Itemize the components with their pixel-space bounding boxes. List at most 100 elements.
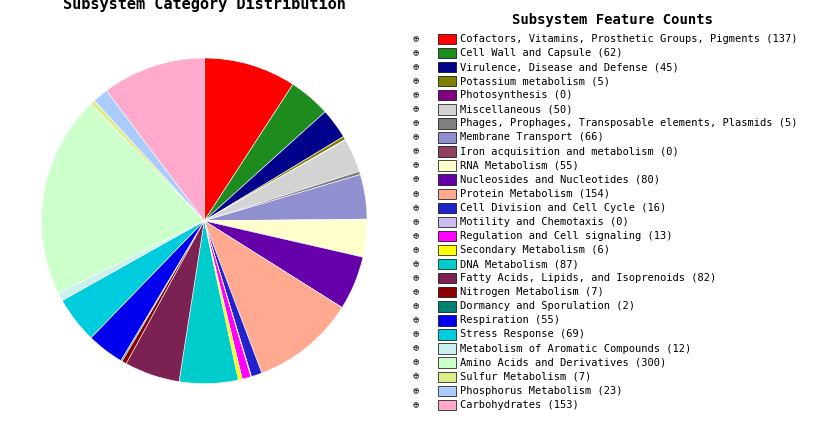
Wedge shape bbox=[204, 139, 346, 221]
FancyBboxPatch shape bbox=[438, 358, 456, 368]
Text: ⊕: ⊕ bbox=[413, 400, 419, 410]
Wedge shape bbox=[204, 84, 325, 221]
Text: ⊕: ⊕ bbox=[413, 146, 419, 157]
Text: Metabolism of Aromatic Compounds (12): Metabolism of Aromatic Compounds (12) bbox=[459, 343, 691, 354]
FancyBboxPatch shape bbox=[438, 216, 456, 227]
Text: Protein Metabolism (154): Protein Metabolism (154) bbox=[459, 189, 609, 199]
Wedge shape bbox=[91, 221, 204, 361]
Wedge shape bbox=[204, 58, 293, 221]
Wedge shape bbox=[126, 221, 204, 381]
FancyBboxPatch shape bbox=[438, 132, 456, 143]
FancyBboxPatch shape bbox=[438, 301, 456, 312]
FancyBboxPatch shape bbox=[438, 62, 456, 72]
Wedge shape bbox=[122, 221, 204, 364]
Text: ⊕: ⊕ bbox=[413, 189, 419, 199]
Wedge shape bbox=[204, 221, 262, 377]
Text: ⊕: ⊕ bbox=[413, 104, 419, 114]
FancyBboxPatch shape bbox=[438, 160, 456, 171]
FancyBboxPatch shape bbox=[438, 259, 456, 269]
Text: Membrane Transport (66): Membrane Transport (66) bbox=[459, 132, 603, 142]
Text: ⊕: ⊕ bbox=[413, 203, 419, 213]
Wedge shape bbox=[42, 104, 204, 293]
FancyBboxPatch shape bbox=[438, 34, 456, 44]
FancyBboxPatch shape bbox=[438, 231, 456, 241]
Wedge shape bbox=[204, 221, 342, 373]
FancyBboxPatch shape bbox=[438, 118, 456, 129]
Wedge shape bbox=[204, 140, 359, 221]
FancyBboxPatch shape bbox=[438, 343, 456, 354]
Text: ⊕: ⊕ bbox=[413, 217, 419, 227]
Text: Dormancy and Sporulation (2): Dormancy and Sporulation (2) bbox=[459, 301, 635, 311]
Text: ⊕: ⊕ bbox=[413, 118, 419, 129]
Wedge shape bbox=[106, 58, 204, 221]
Text: ⊕: ⊕ bbox=[413, 174, 419, 185]
FancyBboxPatch shape bbox=[438, 174, 456, 185]
Wedge shape bbox=[204, 174, 367, 221]
Text: Amino Acids and Derivatives (300): Amino Acids and Derivatives (300) bbox=[459, 358, 666, 368]
Title: Subsystem Category Distribution: Subsystem Category Distribution bbox=[63, 0, 346, 12]
Wedge shape bbox=[204, 171, 360, 221]
Text: ⊕: ⊕ bbox=[413, 343, 419, 354]
Wedge shape bbox=[204, 221, 251, 379]
Wedge shape bbox=[204, 221, 252, 377]
Text: ⊕: ⊕ bbox=[413, 301, 419, 311]
FancyBboxPatch shape bbox=[438, 385, 456, 396]
Wedge shape bbox=[204, 219, 367, 221]
FancyBboxPatch shape bbox=[438, 90, 456, 100]
Text: ⊕: ⊕ bbox=[413, 245, 419, 255]
Text: Miscellaneous (50): Miscellaneous (50) bbox=[459, 104, 572, 114]
FancyBboxPatch shape bbox=[438, 245, 456, 255]
Text: Cell Division and Cell Cycle (16): Cell Division and Cell Cycle (16) bbox=[459, 203, 666, 213]
FancyBboxPatch shape bbox=[438, 189, 456, 199]
Text: ⊕: ⊕ bbox=[413, 161, 419, 171]
Text: Motility and Chemotaxis (0): Motility and Chemotaxis (0) bbox=[459, 217, 628, 227]
Text: ⊕: ⊕ bbox=[413, 34, 419, 44]
Text: ⊕: ⊕ bbox=[413, 48, 419, 58]
Text: ⊕: ⊕ bbox=[413, 315, 419, 326]
Wedge shape bbox=[204, 220, 367, 257]
Text: RNA Metabolism (55): RNA Metabolism (55) bbox=[459, 161, 578, 171]
Text: ⊕: ⊕ bbox=[413, 372, 419, 382]
Text: Subsystem Feature Counts: Subsystem Feature Counts bbox=[512, 13, 713, 27]
FancyBboxPatch shape bbox=[438, 372, 456, 382]
Text: Phosphorus Metabolism (23): Phosphorus Metabolism (23) bbox=[459, 386, 622, 396]
Wedge shape bbox=[58, 221, 204, 301]
FancyBboxPatch shape bbox=[438, 315, 456, 326]
Text: ⊕: ⊕ bbox=[413, 330, 419, 339]
Text: Cofactors, Vitamins, Prosthetic Groups, Pigments (137): Cofactors, Vitamins, Prosthetic Groups, … bbox=[459, 34, 797, 44]
Wedge shape bbox=[179, 221, 239, 384]
Wedge shape bbox=[204, 221, 242, 380]
Text: ⊕: ⊕ bbox=[413, 90, 419, 100]
FancyBboxPatch shape bbox=[438, 287, 456, 297]
Text: DNA Metabolism (87): DNA Metabolism (87) bbox=[459, 259, 578, 269]
Text: ⊕: ⊕ bbox=[413, 76, 419, 86]
Text: ⊕: ⊕ bbox=[413, 231, 419, 241]
Wedge shape bbox=[121, 221, 204, 361]
Text: Secondary Metabolism (6): Secondary Metabolism (6) bbox=[459, 245, 609, 255]
Text: Photosynthesis (0): Photosynthesis (0) bbox=[459, 90, 572, 100]
FancyBboxPatch shape bbox=[438, 76, 456, 87]
FancyBboxPatch shape bbox=[438, 203, 456, 213]
Text: ⊕: ⊕ bbox=[413, 287, 419, 297]
FancyBboxPatch shape bbox=[438, 273, 456, 283]
Text: ⊕: ⊕ bbox=[413, 259, 419, 269]
Text: ⊕: ⊕ bbox=[413, 62, 419, 72]
Text: ⊕: ⊕ bbox=[413, 273, 419, 283]
Wedge shape bbox=[91, 100, 204, 221]
FancyBboxPatch shape bbox=[438, 146, 456, 157]
Text: Nucleosides and Nucleotides (80): Nucleosides and Nucleotides (80) bbox=[459, 174, 659, 185]
Text: Respiration (55): Respiration (55) bbox=[459, 315, 560, 326]
Text: Cell Wall and Capsule (62): Cell Wall and Capsule (62) bbox=[459, 48, 622, 58]
Text: Potassium metabolism (5): Potassium metabolism (5) bbox=[459, 76, 609, 86]
FancyBboxPatch shape bbox=[438, 104, 456, 115]
Text: Regulation and Cell signaling (13): Regulation and Cell signaling (13) bbox=[459, 231, 672, 241]
Wedge shape bbox=[204, 136, 346, 221]
Wedge shape bbox=[204, 221, 363, 307]
Text: Sulfur Metabolism (7): Sulfur Metabolism (7) bbox=[459, 372, 591, 382]
Text: Virulence, Disease and Defense (45): Virulence, Disease and Defense (45) bbox=[459, 62, 678, 72]
FancyBboxPatch shape bbox=[438, 329, 456, 339]
Text: Fatty Acids, Lipids, and Isoprenoids (82): Fatty Acids, Lipids, and Isoprenoids (82… bbox=[459, 273, 716, 283]
Text: Stress Response (69): Stress Response (69) bbox=[459, 330, 584, 339]
Text: Phages, Prophages, Transposable elements, Plasmids (5): Phages, Prophages, Transposable elements… bbox=[459, 118, 797, 129]
Wedge shape bbox=[62, 221, 204, 338]
